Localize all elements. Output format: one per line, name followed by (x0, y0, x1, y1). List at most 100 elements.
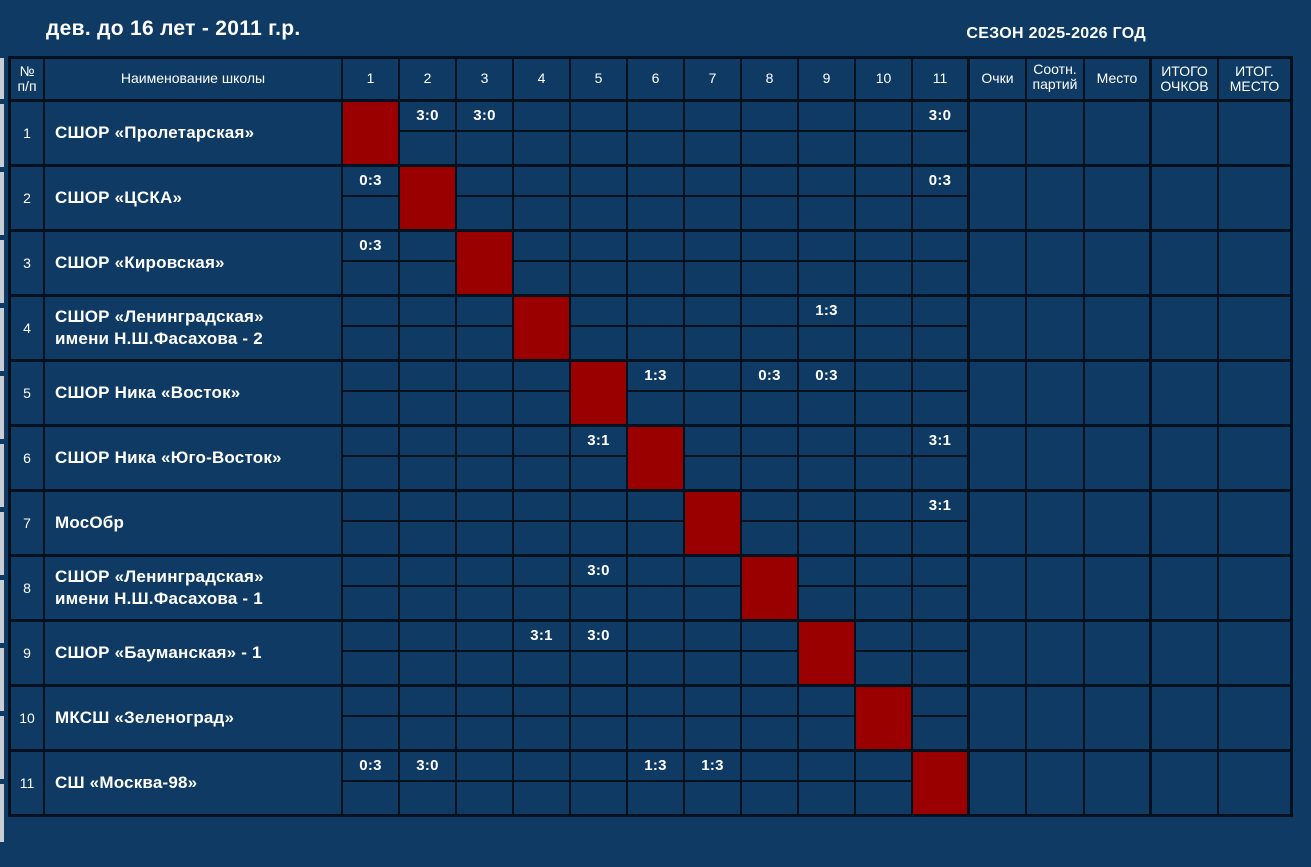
result-cell-round-2: 3:0 (400, 752, 457, 814)
score-cell (685, 557, 740, 587)
score-cell-return (400, 392, 455, 424)
score-cell-return (571, 132, 626, 164)
score-cell-return (400, 132, 455, 164)
score-cell: 3:1 (571, 427, 626, 457)
score-cell-return (514, 522, 569, 554)
score-cell-return (799, 587, 854, 619)
score-cell-return (343, 197, 398, 229)
edge-strip-segment (0, 104, 4, 167)
points-cell (970, 232, 1027, 294)
total-points-cell (1152, 687, 1219, 749)
score-cell (457, 492, 512, 522)
score-cell (913, 232, 967, 262)
score-cell-return (913, 587, 967, 619)
result-cell-round-3 (457, 492, 514, 554)
result-cell-round-6 (628, 297, 685, 359)
row-number: 10 (11, 687, 45, 749)
result-cell-round-11: 0:3 (913, 167, 970, 229)
score-cell-return (856, 587, 911, 619)
score-cell-return (514, 717, 569, 749)
result-cell-round-10 (856, 102, 913, 164)
score-cell-return (799, 717, 854, 749)
score-cell (571, 167, 626, 197)
result-cell-round-9: 1:3 (799, 297, 856, 359)
header-points: Очки (970, 59, 1027, 99)
team-row-4: 4 СШОР «Ленинградская» имени Н.Ш.Фасахова… (11, 297, 1290, 362)
team-row-2: 2 СШОР «ЦСКА» 0:3 0:3 (11, 167, 1290, 232)
result-cell-round-7 (685, 427, 742, 489)
ratio-cell (1027, 622, 1085, 684)
score-cell: 3:0 (457, 102, 512, 132)
result-cell-round-5 (571, 232, 628, 294)
score-cell (457, 427, 512, 457)
score-cell (856, 752, 911, 782)
points-cell (970, 102, 1027, 164)
score-cell-return (913, 652, 967, 684)
row-number: 4 (11, 297, 45, 359)
score-cell-return (742, 782, 797, 814)
points-cell (970, 752, 1027, 814)
score-cell-return (685, 197, 740, 229)
result-cell-round-10 (856, 427, 913, 489)
score-cell-return (685, 262, 740, 294)
score-cell-return (457, 652, 512, 684)
result-cell-round-8 (742, 167, 799, 229)
score-cell-return (799, 262, 854, 294)
points-cell (970, 687, 1027, 749)
score-cell-return (685, 652, 740, 684)
score-cell (685, 102, 740, 132)
result-cell-round-11 (913, 687, 970, 749)
score-cell-return (799, 392, 854, 424)
score-cell (457, 557, 512, 587)
result-cell-round-1 (343, 297, 400, 359)
result-cell-round-7 (685, 622, 742, 684)
score-cell-return (400, 457, 455, 489)
team-name: СШОР «Бауманская» - 1 (45, 622, 343, 684)
points-cell (970, 427, 1027, 489)
header-place: Место (1085, 59, 1152, 99)
result-cell-round-11: 3:1 (913, 492, 970, 554)
result-cell-round-2 (400, 557, 457, 619)
score-cell-return (628, 717, 683, 749)
result-cell-round-4 (514, 427, 571, 489)
total-place-cell (1219, 297, 1290, 359)
place-cell (1085, 492, 1152, 554)
result-cell-round-2 (400, 687, 457, 749)
points-cell (970, 622, 1027, 684)
result-cell-round-1 (343, 492, 400, 554)
edge-strip-segment (0, 444, 4, 507)
score-cell-return (742, 652, 797, 684)
score-cell (856, 102, 911, 132)
row-number: 2 (11, 167, 45, 229)
score-cell (628, 557, 683, 587)
result-cell-round-9 (799, 102, 856, 164)
result-cell-round-6 (628, 687, 685, 749)
score-cell-return (514, 587, 569, 619)
result-cell-round-6: 1:3 (628, 752, 685, 814)
result-cell-round-4 (514, 167, 571, 229)
score-cell (799, 557, 854, 587)
result-cell-round-4 (514, 492, 571, 554)
row-number: 6 (11, 427, 45, 489)
ratio-cell (1027, 297, 1085, 359)
diagonal-cell (685, 492, 742, 554)
result-cell-round-4: 3:1 (514, 622, 571, 684)
place-cell (1085, 687, 1152, 749)
diagonal-cell (343, 102, 400, 164)
score-cell: 3:0 (400, 102, 455, 132)
diagonal-cell (571, 362, 628, 424)
score-cell: 0:3 (913, 167, 967, 197)
score-cell (799, 492, 854, 522)
score-cell-return (913, 132, 967, 164)
score-cell (856, 427, 911, 457)
score-cell-return (685, 392, 740, 424)
score-cell (343, 687, 398, 717)
score-cell-return (343, 717, 398, 749)
score-cell-return (799, 327, 854, 359)
team-row-3: 3 СШОР «Кировская» 0:3 (11, 232, 1290, 297)
total-place-cell (1219, 557, 1290, 619)
score-cell-return (856, 457, 911, 489)
total-place-cell (1219, 622, 1290, 684)
score-cell: 3:1 (913, 427, 967, 457)
score-cell: 0:3 (343, 167, 398, 197)
